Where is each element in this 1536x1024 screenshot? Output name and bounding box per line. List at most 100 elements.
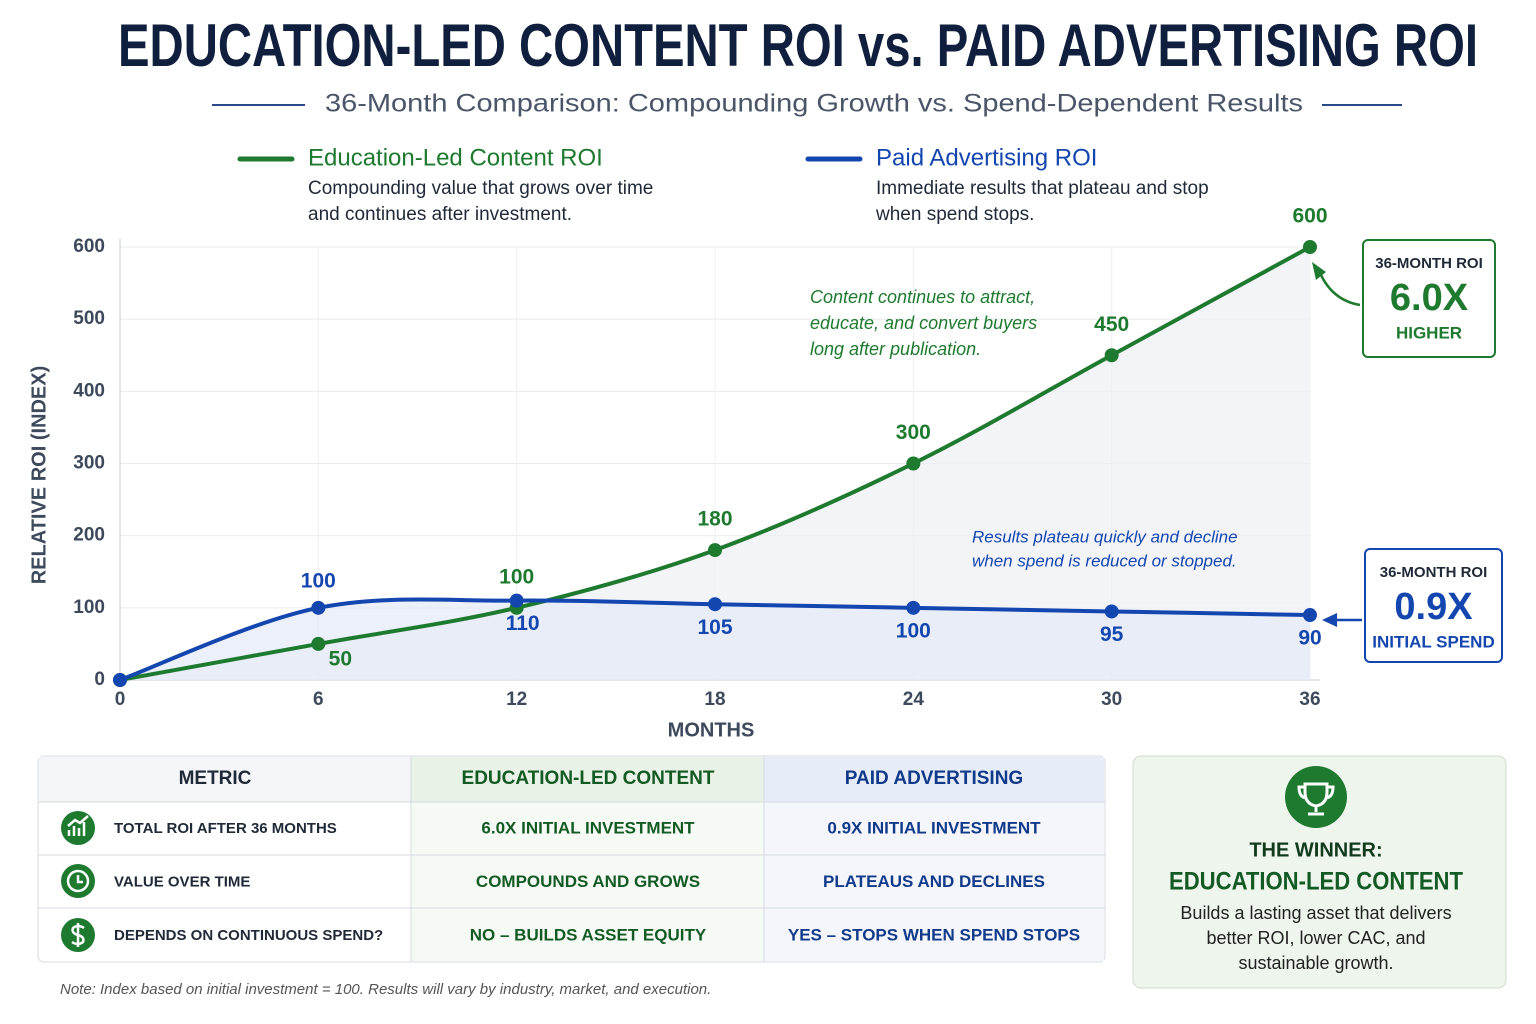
data-point [1104, 604, 1119, 619]
y-tick-label: 500 [73, 308, 105, 329]
winner-panel [1132, 755, 1507, 989]
data-label: 100 [301, 569, 336, 592]
table-cell: PLATEAUS AND DECLINES [823, 872, 1045, 891]
winner-title: THE WINNER: [1249, 839, 1382, 861]
trophy-badge [1285, 766, 1347, 828]
data-point [708, 543, 722, 558]
x-axis-title: MONTHS [668, 719, 755, 741]
data-point [708, 597, 722, 612]
table-cell: COMPOUNDS AND GROWS [476, 872, 700, 891]
data-label: 50 [329, 647, 352, 670]
callout-value: 6.0X [1390, 277, 1469, 319]
table-cell: TOTAL ROI AFTER 36 MONTHS [114, 820, 337, 837]
annotation: educate, and convert buyers [810, 313, 1037, 333]
arrow-head [1312, 262, 1326, 280]
annotation: Content continues to attract, [810, 287, 1035, 307]
y-tick-label: 600 [73, 236, 105, 257]
data-label: 100 [896, 619, 931, 642]
callout-caption: INITIAL SPEND [1372, 632, 1494, 651]
data-point [311, 600, 326, 615]
legend-description: when spend stops. [875, 204, 1034, 225]
legend-description: Immediate results that plateau and stop [876, 178, 1209, 199]
header-cell [39, 757, 411, 802]
data-point [113, 673, 127, 687]
arrow-head [1322, 613, 1337, 627]
header-cell [411, 757, 764, 802]
footnote: Note: Index based on initial investment … [60, 981, 711, 998]
winner-headline: EDUCATION-LED CONTENT [1169, 868, 1463, 896]
legend-label: Paid Advertising ROI [876, 144, 1097, 171]
annotation: long after publication. [810, 339, 981, 359]
data-point [509, 593, 524, 608]
table-cell: YES – STOPS WHEN SPEND STOPS [788, 925, 1080, 944]
winner-text: sustainable growth. [1238, 953, 1393, 973]
series-area [120, 247, 1310, 680]
y-tick-label: 300 [73, 453, 105, 474]
winner-text: better ROI, lower CAC, and [1206, 928, 1425, 948]
callout-value: 0.9X [1394, 586, 1473, 628]
annotation: Results plateau quickly and decline [972, 527, 1238, 546]
data-point [1104, 348, 1119, 363]
table-cell: 0.9X INITIAL INVESTMENT [827, 818, 1041, 837]
series-area [120, 599, 1310, 680]
data-label: 450 [1094, 313, 1129, 336]
data-label: 300 [896, 421, 931, 444]
x-tick-label: 12 [506, 689, 527, 710]
icon-clock-face [66, 869, 90, 893]
chart: 0 100 200 300 400 500 600 0 6 12 18 24 30 36 MONTHS REL… [28, 144, 1503, 741]
trophy-icon [1297, 782, 1335, 816]
legend-label: Education-Led Content ROI [308, 144, 603, 171]
x-tick-label: 24 [903, 689, 925, 710]
table-cell: 6.0X INITIAL INVESTMENT [481, 818, 695, 837]
legend-description: and continues after investment. [308, 204, 572, 225]
callout-title: 36-MONTH ROI [1375, 255, 1483, 272]
y-tick-label: 400 [73, 380, 105, 401]
y-tick-label: 0 [94, 669, 105, 690]
data-point [1303, 608, 1317, 623]
x-tick-label: 18 [704, 689, 725, 710]
table-header: METRIC [179, 768, 252, 789]
data-point [906, 600, 921, 615]
column-fill [411, 802, 764, 961]
table-cell: NO – BUILDS ASSET EQUITY [470, 925, 707, 944]
icon-clock-hands [76, 875, 83, 884]
icon-dollar-glyph [71, 923, 85, 947]
data-label: 180 [697, 508, 732, 531]
title: EDUCATION-LED CONTENT ROI vs. PAID ADVER… [118, 12, 1478, 79]
y-tick-label: 200 [73, 525, 105, 546]
table-header: PAID ADVERTISING [845, 768, 1023, 789]
icon-chart-glyph [67, 815, 89, 836]
data-point [311, 636, 326, 651]
data-label: 100 [499, 565, 534, 588]
winner-text: Builds a lasting asset that delivers [1180, 903, 1451, 923]
subtitle: 36-Month Comparison: Compounding Growth … [325, 90, 1303, 118]
comparison-table [37, 755, 1106, 963]
x-tick-label: 36 [1299, 689, 1320, 710]
data-label: 105 [697, 616, 732, 639]
x-tick-label: 0 [115, 689, 126, 710]
table-text: METRIC EDUCATION-LED CONTENT PAID ADVERTIS… [114, 768, 1080, 944]
data-label: 90 [1298, 627, 1321, 650]
callout-title: 36-MONTH ROI [1380, 564, 1488, 581]
table-cell: DEPENDS ON CONTINUOUS SPEND? [114, 927, 383, 944]
callout-caption: HIGHER [1396, 323, 1462, 342]
x-tick-label: 6 [313, 689, 324, 710]
column-fill [764, 802, 1104, 961]
table-cell: VALUE OVER TIME [114, 873, 250, 890]
x-tick-label: 30 [1101, 689, 1122, 710]
legend-description: Compounding value that grows over time [308, 178, 653, 199]
table-header: EDUCATION-LED CONTENT [462, 768, 715, 789]
data-label: 600 [1292, 205, 1327, 228]
annotation: when spend is reduced or stopped. [972, 551, 1237, 570]
data-point [1303, 240, 1317, 254]
callout-box [1362, 239, 1496, 358]
data-point [906, 456, 921, 471]
callout-box [1364, 548, 1503, 663]
y-axis-title: RELATIVE ROI (INDEX) [28, 366, 50, 585]
data-label: 110 [506, 612, 540, 635]
header-cell [764, 757, 1104, 802]
y-tick-label: 100 [73, 597, 105, 618]
data-label: 95 [1100, 623, 1124, 646]
